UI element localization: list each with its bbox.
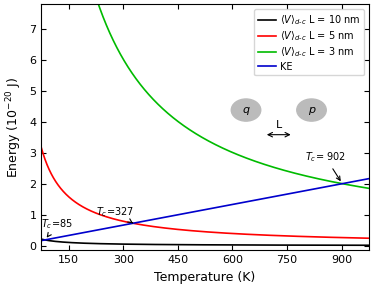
Text: q: q	[242, 105, 250, 115]
Circle shape	[297, 99, 326, 121]
Text: L: L	[276, 120, 282, 130]
X-axis label: Temperature (K): Temperature (K)	[154, 271, 256, 284]
Y-axis label: Energy ($10^{-20}$ J): Energy ($10^{-20}$ J)	[4, 77, 24, 178]
Legend: $\langle V\rangle_{d\text{-}c}$ L = 10 nm, $\langle V\rangle_{d\text{-}c}$ L = 5: $\langle V\rangle_{d\text{-}c}$ L = 10 n…	[254, 9, 364, 75]
Circle shape	[231, 99, 261, 121]
Text: $T_c$= 902: $T_c$= 902	[305, 150, 346, 180]
Text: $T_c$=327: $T_c$=327	[96, 205, 134, 223]
Text: $T_c$=85: $T_c$=85	[41, 217, 73, 237]
Text: p: p	[308, 105, 315, 115]
